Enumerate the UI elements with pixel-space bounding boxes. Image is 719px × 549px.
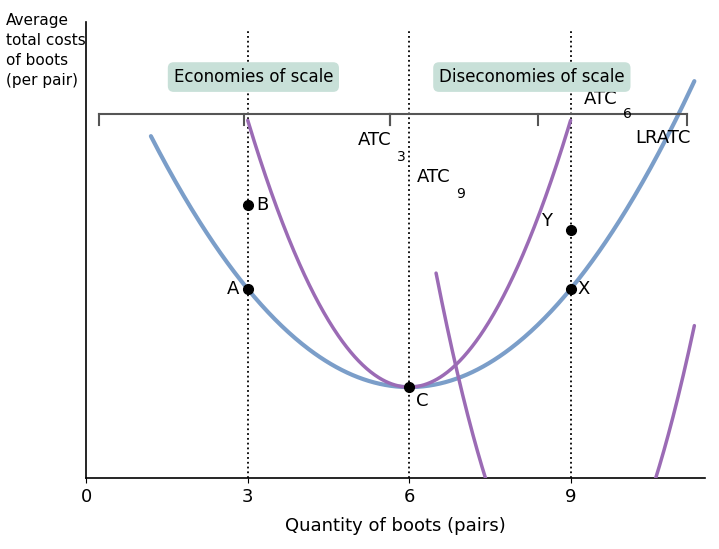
Text: X: X xyxy=(577,280,590,298)
Text: 3: 3 xyxy=(398,150,406,164)
Text: 6: 6 xyxy=(623,107,632,121)
Text: ATC: ATC xyxy=(358,131,392,149)
Text: Y: Y xyxy=(541,212,552,229)
Text: 9: 9 xyxy=(457,187,465,201)
Text: ATC: ATC xyxy=(584,91,618,108)
Text: Average
total costs
of boots
(per pair): Average total costs of boots (per pair) xyxy=(6,13,86,88)
Text: ATC: ATC xyxy=(417,168,451,186)
Text: B: B xyxy=(256,195,268,214)
Text: Economies of scale: Economies of scale xyxy=(174,68,333,86)
X-axis label: Quantity of boots (pairs): Quantity of boots (pairs) xyxy=(285,517,506,535)
Text: C: C xyxy=(416,391,428,410)
Text: A: A xyxy=(227,280,239,298)
Text: LRATC: LRATC xyxy=(635,129,690,147)
Text: Diseconomies of scale: Diseconomies of scale xyxy=(439,68,625,86)
